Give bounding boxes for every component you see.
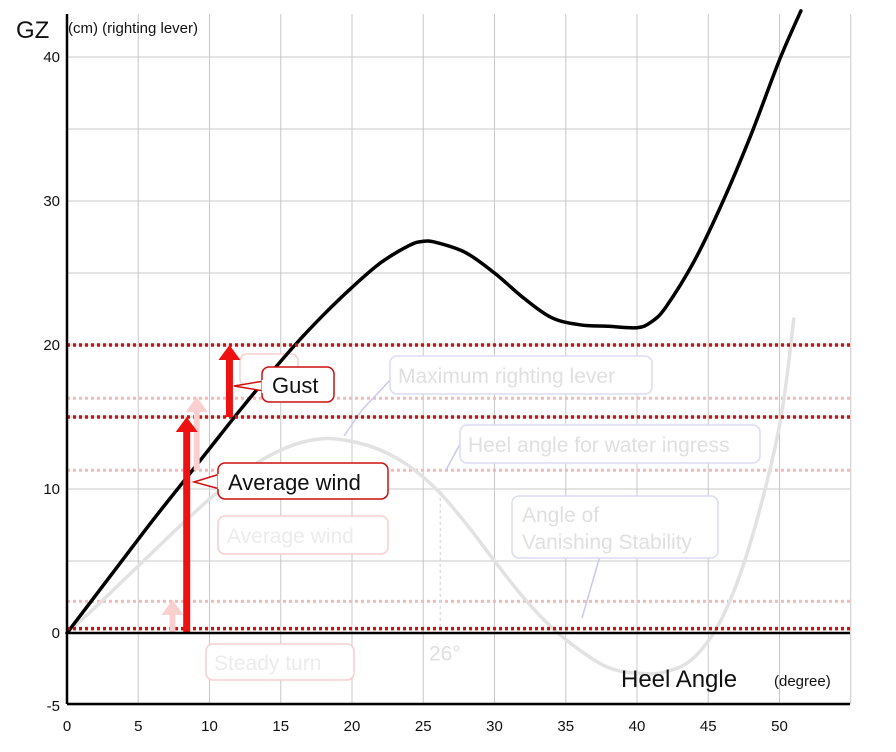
y-tick-label: 40 <box>43 49 60 66</box>
ghost-callout-water-ingress <box>459 424 761 464</box>
ghost-label-water-ingress: Heel angle for water ingress <box>468 434 729 457</box>
gust-label: Gust <box>272 373 318 398</box>
y-axis-subtitle: (cm) (righting lever) <box>68 20 198 37</box>
ghost-callout-vanishing-stability <box>511 495 719 559</box>
x-tick-label: 45 <box>700 718 717 735</box>
x-tick-label: 15 <box>272 718 289 735</box>
x-tick-label: 50 <box>771 718 788 735</box>
y-axis-title: GZ <box>16 17 49 44</box>
callouts: Gust Average wind <box>191 366 389 500</box>
ghost-label-steady-turn: Steady turn <box>214 652 321 675</box>
ghost-callout-average-wind <box>217 515 389 555</box>
y-tick-label: -5 <box>47 698 60 715</box>
wind-arrow-head <box>161 599 184 615</box>
y-tick-label: 0 <box>52 625 60 642</box>
wind-arrow-head <box>185 396 208 412</box>
wind-arrows <box>161 345 241 633</box>
x-axis-title: Heel Angle <box>621 666 737 693</box>
x-tick-label: 35 <box>557 718 574 735</box>
faint-threshold-lines <box>67 396 850 603</box>
ghost-label-average-wind: Average wind <box>227 525 354 548</box>
leader-vanishing-stability <box>581 555 601 619</box>
average-wind-callout-pointer <box>191 473 221 490</box>
ghost-label-maximum-righting-lever: Maximum righting lever <box>398 365 615 388</box>
x-axis-subtitle: (degree) <box>774 673 831 690</box>
wind-arrow-head <box>175 417 198 432</box>
x-tick-label: 30 <box>486 718 503 735</box>
x-tick-label: 10 <box>201 718 218 735</box>
axes <box>65 14 850 706</box>
x-tick-label: 0 <box>63 718 71 735</box>
curve-layer <box>65 9 803 676</box>
y-tick-label: 10 <box>43 481 60 498</box>
y-tick-label: 20 <box>43 337 60 354</box>
leader-maximum-righting-lever <box>343 377 393 437</box>
x-tick-label: 25 <box>415 718 432 735</box>
ghost-label-vanishing-stability-line2: Vanishing Stability <box>522 531 693 554</box>
angle-marker-label: 26° <box>429 642 461 665</box>
main-gz-curve <box>65 9 803 635</box>
x-tick-label: 5 <box>134 718 142 735</box>
gust-callout-pointer <box>233 380 265 392</box>
leader-water-ingress <box>445 443 461 471</box>
threshold-lines <box>67 343 850 631</box>
ghost-gz-curve <box>65 317 796 676</box>
wind-arrow-head <box>218 345 241 360</box>
x-tick-label: 20 <box>344 718 361 735</box>
ghost-label-vanishing-stability-line1: Angle of <box>522 504 599 527</box>
ghost-callout-maximum-righting-lever <box>389 355 653 395</box>
y-tick-label: 30 <box>43 193 60 210</box>
x-tick-label: 40 <box>629 718 646 735</box>
ghost-callout-steady-turn <box>205 643 355 681</box>
average-wind-label: Average wind <box>228 470 361 495</box>
ghost-annotation-layer: 26° Maximum righting lever Heel angle for … <box>205 353 761 681</box>
